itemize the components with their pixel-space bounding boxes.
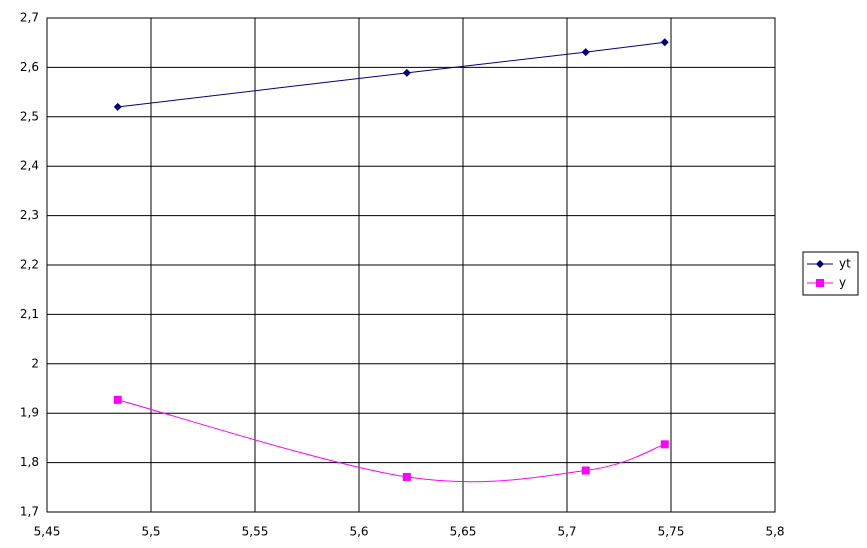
legend: [802, 251, 859, 296]
y-tick-label: 2: [31, 356, 39, 370]
marker: [581, 48, 590, 57]
marker: [402, 472, 411, 481]
y-tick-label: 2,3: [20, 208, 39, 222]
marker: [581, 466, 590, 475]
y-tick-label: 2,5: [20, 109, 39, 123]
y-tick-label: 1,8: [20, 455, 39, 469]
y-tick-label: 2,4: [20, 159, 39, 173]
marker: [660, 38, 669, 47]
y-tick-label: 1,7: [20, 505, 39, 519]
marker: [660, 440, 669, 449]
marker: [402, 68, 411, 77]
x-tick-label: 5,75: [658, 525, 685, 539]
legend-label: yt: [839, 257, 851, 271]
marker: [113, 102, 122, 111]
y-tick-label: 2,2: [20, 258, 39, 272]
y-tick-label: 2,7: [20, 11, 39, 25]
legend-marker: [816, 279, 824, 287]
legend-marker: [816, 260, 824, 268]
y-tick-label: 2,6: [20, 60, 39, 74]
x-tick-label: 5,8: [765, 525, 784, 539]
x-tick-label: 5,45: [34, 525, 61, 539]
legend-label: y: [839, 276, 846, 290]
x-tick-label: 5,5: [141, 525, 160, 539]
line: [117, 399, 665, 483]
line: [117, 41, 665, 108]
x-tick-label: 5,6: [349, 525, 368, 539]
x-tick-label: 5,55: [242, 525, 269, 539]
y-tick-label: 1,9: [20, 406, 39, 420]
x-tick-label: 5,7: [557, 525, 576, 539]
y-tick-label: 2,1: [20, 307, 39, 321]
marker: [113, 395, 122, 404]
x-tick-label: 5,65: [450, 525, 477, 539]
